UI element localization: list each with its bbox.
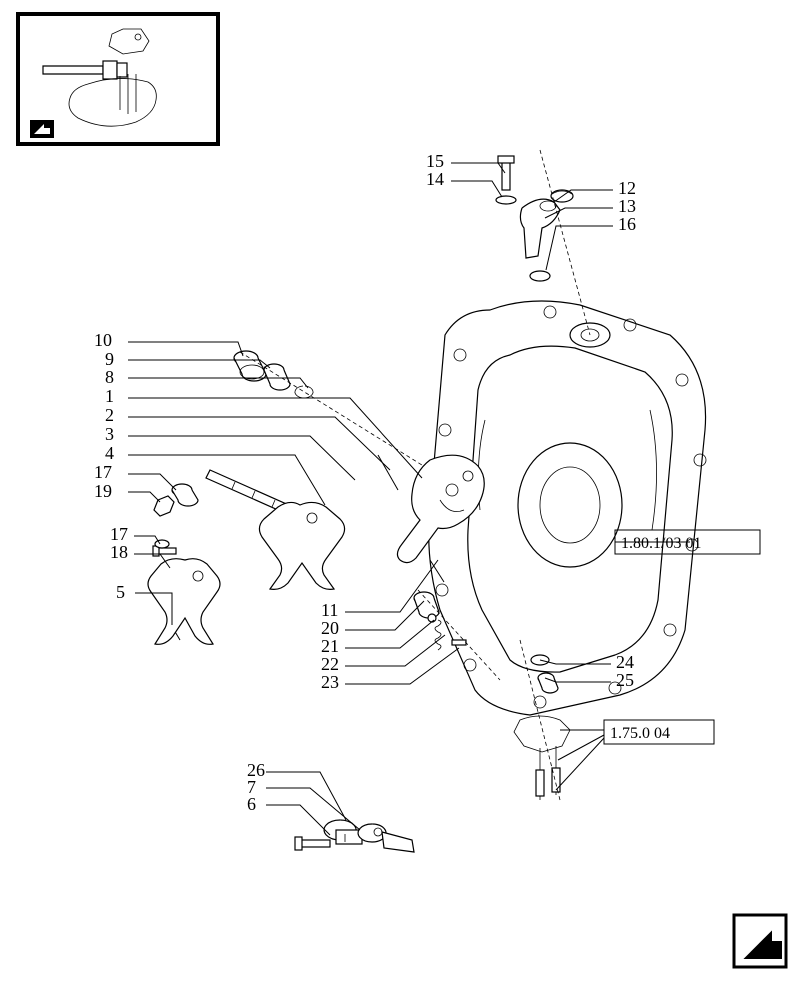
callout-leader-22 xyxy=(345,635,445,666)
pin-23 xyxy=(452,640,466,645)
callout-number-2: 2 xyxy=(105,405,114,425)
callout-leader-6 xyxy=(266,805,330,835)
callout-number-5: 5 xyxy=(116,582,125,602)
callout-number-25: 25 xyxy=(616,670,634,690)
callout-number-12: 12 xyxy=(618,178,636,198)
bushing-group xyxy=(234,351,430,470)
o-ring-16 xyxy=(530,271,550,281)
callout-leader-17 xyxy=(128,474,176,490)
technical-diagram: 1234567891011121314151617171819202122232… xyxy=(0,0,812,1000)
washer-14 xyxy=(496,196,516,204)
callout-leader-2 xyxy=(128,417,390,470)
elbow-13 xyxy=(520,199,560,258)
ref-lower: 1.75.0 04 xyxy=(604,720,714,744)
callout-leader-3 xyxy=(128,436,355,480)
callout-number-18: 18 xyxy=(110,542,128,562)
callout-number-8: 8 xyxy=(105,367,114,387)
shift-fork-lower xyxy=(148,540,220,644)
snap-ring-8 xyxy=(295,386,313,398)
callout-number-9: 9 xyxy=(105,349,114,369)
callout-number-26: 26 xyxy=(247,760,265,780)
callout-number-21: 21 xyxy=(321,636,339,656)
spring-22 xyxy=(435,620,441,650)
callout-number-17: 17 xyxy=(94,462,112,482)
callout-number-14: 14 xyxy=(426,169,444,189)
callout-number-23: 23 xyxy=(321,672,339,692)
bolt-15 xyxy=(498,156,514,190)
callout-leader-21 xyxy=(345,620,434,648)
callout-number-19: 19 xyxy=(94,481,112,501)
svg-text:1.75.0 04: 1.75.0 04 xyxy=(610,725,670,742)
callout-number-16: 16 xyxy=(618,214,636,234)
callout-number-7: 7 xyxy=(247,777,256,797)
fork-3 xyxy=(259,502,344,589)
callout-leader-20 xyxy=(345,601,424,630)
callout-number-17: 17 xyxy=(110,524,128,544)
callout-number-24: 24 xyxy=(616,652,634,672)
collar-17b xyxy=(155,540,169,548)
thumbnail-box xyxy=(18,14,218,144)
bushing-10 xyxy=(234,351,266,381)
svg-text:1.80.1/03 01: 1.80.1/03 01 xyxy=(621,535,701,552)
callout-number-13: 13 xyxy=(618,196,636,216)
callout-number-3: 3 xyxy=(105,424,114,444)
callout-leader-26 xyxy=(266,772,346,820)
callout-number-20: 20 xyxy=(321,618,339,638)
callout-leader-19 xyxy=(128,492,160,502)
plug-20 xyxy=(414,592,439,618)
ball-21 xyxy=(428,614,436,622)
callout-leader-15 xyxy=(451,163,505,173)
callout-leader-14 xyxy=(451,181,502,197)
bolt-6 xyxy=(295,837,330,850)
callout-leader-10 xyxy=(128,342,243,356)
callout-number-4: 4 xyxy=(105,443,114,463)
bushing-9 xyxy=(264,364,290,390)
callout-number-15: 15 xyxy=(426,151,444,171)
next-page-icon[interactable] xyxy=(734,915,786,967)
callout-number-6: 6 xyxy=(247,794,256,814)
callout-number-1: 1 xyxy=(105,386,114,406)
callout-leader-16 xyxy=(546,226,613,270)
lever-7 xyxy=(358,824,414,852)
fork-5-body xyxy=(148,559,220,645)
callout-number-11: 11 xyxy=(321,600,338,620)
callout-number-10: 10 xyxy=(94,330,112,350)
callout-number-22: 22 xyxy=(321,654,339,674)
